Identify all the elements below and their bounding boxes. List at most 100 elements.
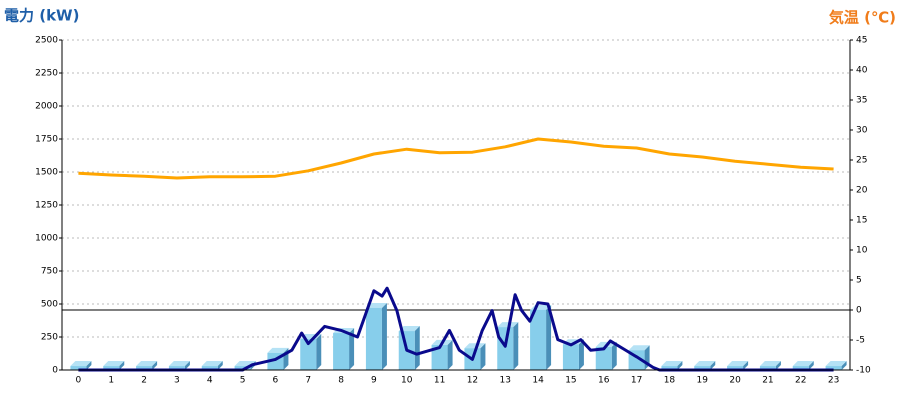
bar-top <box>365 302 387 308</box>
bar <box>333 333 350 370</box>
bar-top <box>136 361 158 367</box>
bar-top <box>398 326 420 332</box>
x-tick-label: 1 <box>108 376 114 386</box>
bar-top <box>759 361 781 367</box>
y2-tick-label: 30 <box>856 126 868 136</box>
x-tick-label: 21 <box>762 376 773 386</box>
bar-top <box>825 361 847 367</box>
y-tick-label: 0 <box>52 366 58 376</box>
y-tick-label: 750 <box>41 267 58 277</box>
bar <box>595 346 612 370</box>
x-tick-label: 15 <box>565 376 576 386</box>
bar-top <box>661 361 683 367</box>
y-tick-label: 250 <box>41 333 58 343</box>
bar-side <box>677 361 683 370</box>
bar-side <box>184 361 190 370</box>
bar <box>168 366 185 370</box>
bar-side <box>349 328 355 370</box>
y2-axis-title: 気温 (℃) <box>829 9 896 27</box>
bar-side <box>513 322 519 370</box>
bar <box>562 344 579 370</box>
bar-top <box>201 361 223 367</box>
bar-top <box>694 361 716 367</box>
y-tick-label: 2250 <box>35 69 58 79</box>
y-axis-title: 電力 (kW) <box>4 7 79 25</box>
x-tick-label: 20 <box>729 376 741 386</box>
x-tick-label: 22 <box>795 376 806 386</box>
y2-tick-label: 10 <box>856 246 868 256</box>
bar <box>497 327 514 370</box>
x-tick-label: 0 <box>76 376 82 386</box>
bar-side <box>775 361 781 370</box>
y2-tick-label: 0 <box>856 306 862 316</box>
bar-side <box>480 343 486 370</box>
x-tick-label: 12 <box>467 376 478 386</box>
y2-tick-label: 20 <box>856 186 868 196</box>
y2-tick-label: 25 <box>856 156 867 166</box>
bar-side <box>217 361 223 370</box>
bar <box>431 344 448 370</box>
y2-tick-label: -5 <box>856 336 865 346</box>
x-tick-label: 5 <box>240 376 246 386</box>
y-tick-label: 500 <box>41 300 58 310</box>
bar <box>759 366 776 370</box>
bar <box>300 338 317 370</box>
x-tick-label: 16 <box>598 376 610 386</box>
bar-top <box>792 361 814 367</box>
bar <box>727 366 744 370</box>
bar-top <box>628 345 650 351</box>
bar <box>825 366 842 370</box>
x-tick-label: 3 <box>174 376 180 386</box>
line <box>78 137 834 180</box>
bar-side <box>611 341 617 370</box>
bar <box>792 366 809 370</box>
x-tick-label: 7 <box>305 376 311 386</box>
x-tick-label: 11 <box>434 376 445 386</box>
x-tick-label: 14 <box>532 376 544 386</box>
y-tick-label: 2500 <box>35 36 58 46</box>
x-tick-label: 13 <box>500 376 511 386</box>
bar-top <box>103 361 125 367</box>
x-tick-label: 23 <box>828 376 839 386</box>
x-tick-label: 2 <box>141 376 147 386</box>
bar-side <box>546 304 552 370</box>
bar-top <box>168 361 190 367</box>
bar <box>365 307 382 370</box>
bar-side <box>447 339 453 370</box>
bar <box>103 366 120 370</box>
bar <box>70 366 87 370</box>
line <box>78 286 834 372</box>
x-tick-label: 18 <box>664 376 676 386</box>
y2-tick-label: 5 <box>856 276 862 286</box>
bar-top <box>70 361 92 367</box>
y-tick-label: 1750 <box>35 135 58 145</box>
bar <box>661 366 678 370</box>
bar-top <box>267 347 289 353</box>
bar-side <box>841 361 847 370</box>
bar <box>201 366 218 370</box>
x-tick-label: 6 <box>273 376 279 386</box>
bar <box>694 366 711 370</box>
y-tick-label: 2000 <box>35 102 58 112</box>
bar <box>136 366 153 370</box>
y-tick-label: 1000 <box>35 234 58 244</box>
x-tick-label: 4 <box>207 376 213 386</box>
bar-side <box>119 361 125 370</box>
bar <box>234 366 251 370</box>
bar-top <box>464 343 486 349</box>
y-tick-label: 1500 <box>35 168 58 178</box>
y2-tick-label: 45 <box>856 36 867 46</box>
bar-top <box>497 322 519 328</box>
bar-side <box>86 361 92 370</box>
x-tick-label: 17 <box>631 376 642 386</box>
x-tick-label: 19 <box>697 376 709 386</box>
y2-tick-label: -10 <box>856 366 871 376</box>
bar-side <box>578 339 584 370</box>
y-tick-label: 1250 <box>35 201 58 211</box>
y2-tick-label: 35 <box>856 96 867 106</box>
bar-side <box>743 361 749 370</box>
bar-side <box>152 361 158 370</box>
bar-side <box>808 361 814 370</box>
bar-side <box>316 333 322 370</box>
